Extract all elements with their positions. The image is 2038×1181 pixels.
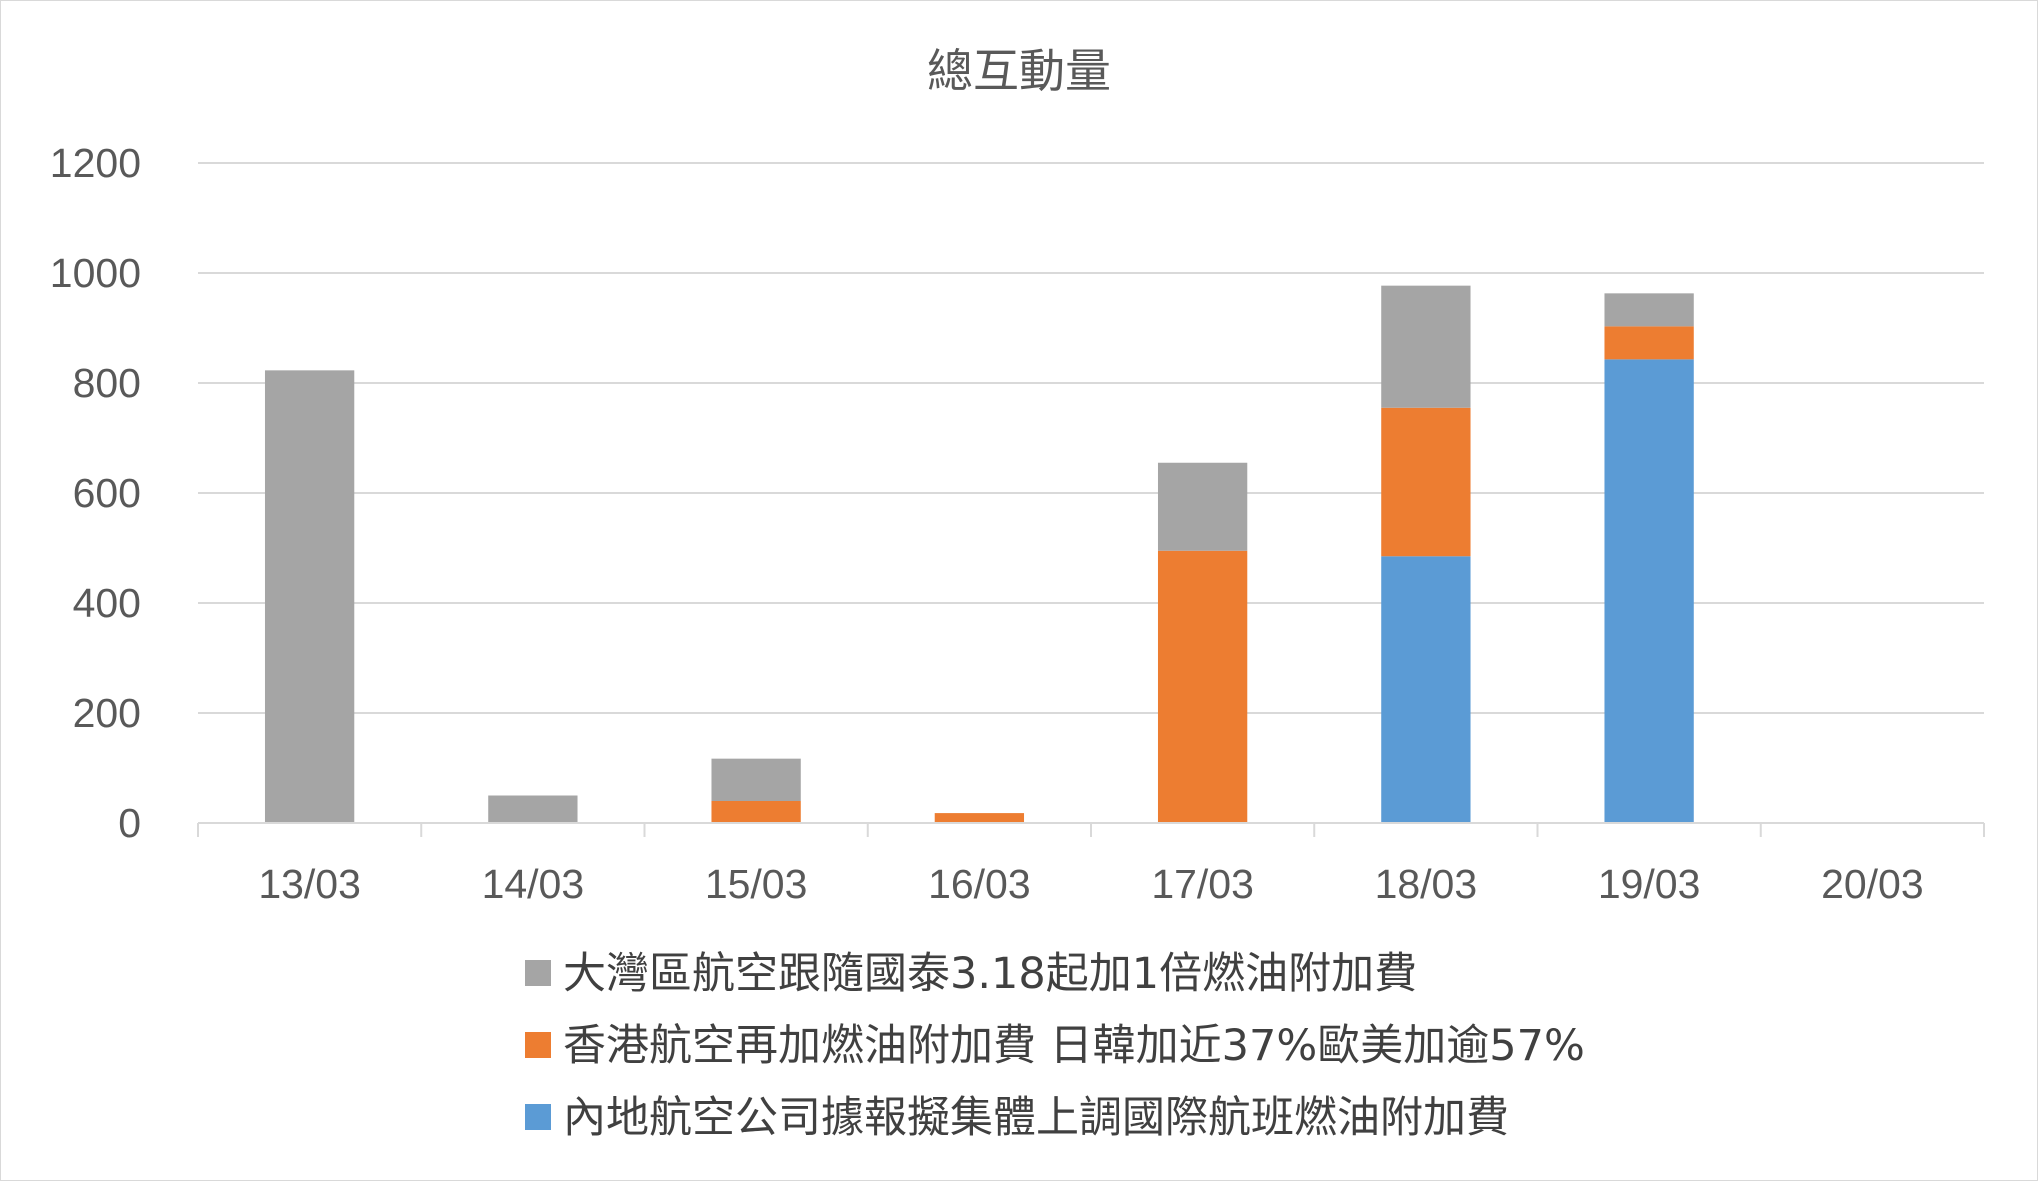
chart-title: 總互動量	[927, 44, 1111, 98]
legend-swatch	[525, 1032, 551, 1058]
bar-segment	[934, 813, 1025, 823]
x-tick-label: 20/03	[1821, 861, 1924, 907]
bar-segment	[1604, 326, 1694, 360]
bar-segment	[1381, 556, 1471, 823]
gridlines	[198, 162, 1984, 714]
y-tick-label: 0	[118, 800, 141, 846]
legend-swatch	[525, 960, 551, 986]
y-tick-label: 200	[73, 690, 141, 736]
y-tick-label: 600	[73, 470, 141, 516]
bar-segment	[488, 795, 578, 823]
x-tick-label: 13/03	[258, 861, 361, 907]
bar-segment	[1381, 285, 1471, 408]
y-tick-label: 400	[73, 580, 141, 626]
x-tick-label: 18/03	[1375, 861, 1478, 907]
bar-segment	[1157, 462, 1248, 551]
y-tick-label: 1000	[50, 250, 141, 296]
bar-segment	[1604, 293, 1694, 327]
legend-label: 香港航空再加燃油附加費 日韓加近37%歐美加逾57%	[563, 1021, 1585, 1071]
legend-label: 大灣區航空跟隨國泰3.18起加1倍燃油附加費	[563, 949, 1417, 999]
y-tick-label: 1200	[50, 140, 141, 186]
axes: 0 200 400 600 800 1000 1200 13/03 14/03 15/03 16/0…	[50, 140, 1985, 907]
x-tick-label: 17/03	[1151, 861, 1254, 907]
legend-swatch	[525, 1104, 551, 1130]
bars	[264, 285, 1694, 823]
y-tick-label: 800	[73, 360, 141, 406]
x-tick-label: 16/03	[928, 861, 1031, 907]
legend-label: 內地航空公司據報擬集體上調國際航班燃油附加費	[563, 1093, 1509, 1143]
bar-segment	[1157, 550, 1248, 823]
bar-segment	[711, 801, 801, 823]
bar-segment	[1604, 359, 1694, 823]
bar-segment	[264, 370, 355, 823]
x-tick-label: 15/03	[705, 861, 808, 907]
x-tick-label: 14/03	[482, 861, 585, 907]
bar-segment	[711, 758, 801, 801]
bar-segment	[1381, 407, 1471, 557]
x-tick-label: 19/03	[1598, 861, 1701, 907]
